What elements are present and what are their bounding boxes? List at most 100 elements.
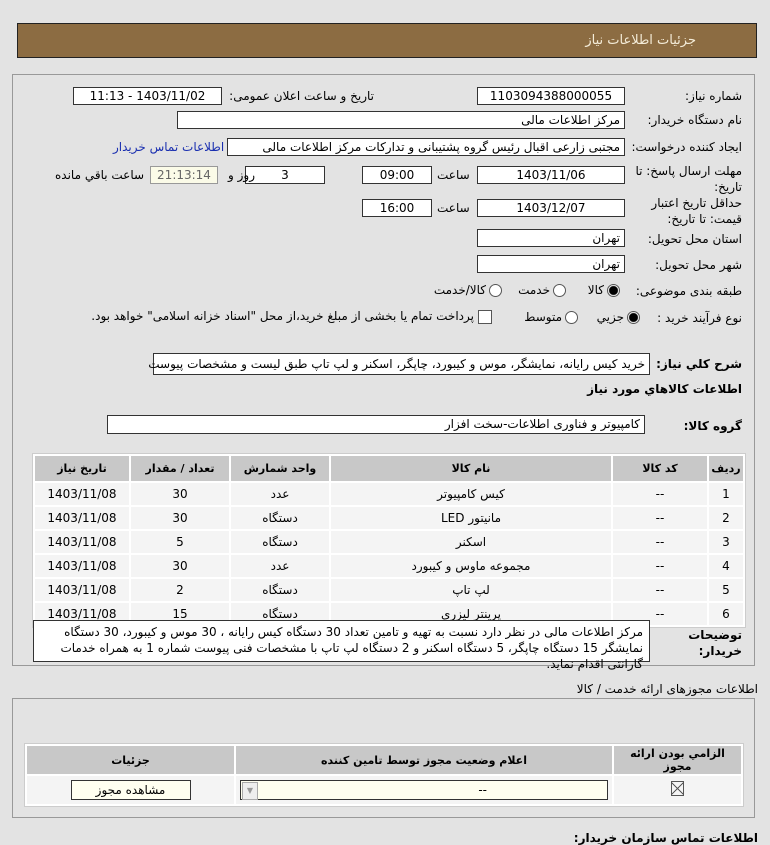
quantity: 5 (131, 531, 229, 553)
deadline-time-field: 09:00 (362, 166, 432, 184)
need-number-label: شماره نیاز: (685, 89, 742, 103)
group-label: گروه کالا: (683, 419, 742, 433)
process-option-small[interactable]: جزیي (597, 310, 640, 324)
goods-table: ردیف کد کالا نام کالا واحد شمارش تعداد /… (32, 453, 746, 628)
need-date: 1403/11/08 (35, 579, 129, 601)
row-number: 3 (709, 531, 743, 553)
table-row: 1 -- کیس کامپیوتر عدد 30 1403/11/08 (35, 483, 743, 505)
item-code: -- (613, 531, 707, 553)
days-field: 3 (245, 166, 325, 184)
notes-label: توضیحات خریدار: (688, 628, 742, 658)
notes-field: مرکز اطلاعات مالی در نظر دارد نسبت به ته… (33, 620, 650, 671)
radio-icon[interactable] (489, 284, 502, 297)
buyer-label: نام دستگاه خريدار: (647, 113, 743, 127)
quantity: 15 (131, 603, 229, 625)
summary-field: خرید کیس رایانه، نمایشگر، موس و کیبورد، … (148, 353, 650, 375)
remaining-label: ساعت باقي مانده (55, 168, 145, 182)
creator-label: ایجاد کننده درخواست: (631, 140, 742, 154)
city-label: شهر محل تحویل: (655, 258, 742, 272)
category-option-service[interactable]: خدمت (518, 283, 566, 297)
payment-option[interactable]: پرداخت تمام یا بخشی از مبلغ خرید،از محل … (91, 309, 492, 324)
row-number: 1 (709, 483, 743, 505)
buyer-field: مرکز اطلاعات مالی (177, 111, 625, 129)
col-name: نام کالا (331, 456, 611, 481)
col-code: کد کالا (613, 456, 707, 481)
item-name: مانیتور LED (331, 507, 611, 529)
buyer-contact-link[interactable]: اطلاعات تماس خریدار (113, 140, 225, 154)
item-code: -- (613, 603, 707, 625)
row-number: 2 (709, 507, 743, 529)
goods-heading: اطلاعات کالاهاي مورد نياز (587, 382, 742, 396)
quantity: 30 (131, 507, 229, 529)
unit: دستگاه (231, 531, 329, 553)
permit-details-header: جزئیات (27, 746, 234, 774)
province-label: استان محل تحویل: (647, 232, 742, 246)
table-row: 6 -- پرینتر لیزری دستگاه 15 1403/11/08 (35, 603, 743, 625)
permits-title: اطلاعات مجوزهای ارائه خدمت / کالا (576, 682, 758, 696)
need-date: 1403/11/08 (35, 555, 129, 577)
table-row: 2 -- مانیتور LED دستگاه 30 1403/11/08 (35, 507, 743, 529)
category-option-both[interactable]: کالا/خدمت (434, 283, 502, 297)
permits-panel (12, 698, 755, 818)
announce-field: 1403/11/02 - 11:13 (73, 87, 222, 105)
radio-icon[interactable] (565, 311, 578, 324)
quantity: 30 (131, 483, 229, 505)
view-permit-button[interactable]: مشاهده مجوز (70, 780, 191, 800)
deadline-date-field: 1403/11/06 (477, 166, 625, 184)
permit-status-value: -- (478, 783, 487, 797)
validity-label: حداقل تاریخ اعتبار قیمت: تا تاریخ: (651, 196, 742, 226)
radio-icon[interactable] (553, 284, 566, 297)
row-number: 4 (709, 555, 743, 577)
item-name: کیس کامپیوتر (331, 483, 611, 505)
deadline-time-label: ساعت (437, 168, 470, 182)
item-name: لپ تاپ (331, 579, 611, 601)
radio-selected-icon[interactable] (627, 311, 640, 324)
unit: دستگاه (231, 507, 329, 529)
table-row: 4 -- مجموعه ماوس و کیبورد عدد 30 1403/11/08 (35, 555, 743, 577)
required-checkbox-icon (671, 781, 684, 796)
buyer-contact-heading: اطلاعات تماس سازمان خریدار: (573, 831, 758, 845)
permit-required-header: الزامي بودن ارائه مجوز (614, 746, 741, 774)
unit: عدد (231, 555, 329, 577)
permit-status-header: اعلام وضعیت مجوز توسط تامین کننده (236, 746, 612, 774)
quantity: 30 (131, 555, 229, 577)
item-code: -- (613, 555, 707, 577)
process-option-medium[interactable]: متوسط (524, 310, 578, 324)
permits-table: الزامي بودن ارائه مجوز اعلام وضعیت مجوز … (24, 743, 744, 807)
page-header: جزئیات اطلاعات نیاز (17, 23, 757, 58)
validity-date-field: 1403/12/07 (477, 199, 625, 217)
process-label: نوع فرآیند خرید : (657, 311, 742, 325)
checkbox-icon[interactable] (478, 309, 492, 324)
validity-time-label: ساعت (437, 201, 470, 215)
unit: دستگاه (231, 579, 329, 601)
details-panel (12, 74, 755, 666)
unit: عدد (231, 483, 329, 505)
item-name: مجموعه ماوس و کیبورد (331, 555, 611, 577)
col-qty: تعداد / مقدار (131, 456, 229, 481)
dropdown-arrow-icon[interactable]: ▼ (242, 782, 258, 800)
table-row: 3 -- اسکنر دستگاه 5 1403/11/08 (35, 531, 743, 553)
item-code: -- (613, 507, 707, 529)
quantity: 2 (131, 579, 229, 601)
permit-status-select[interactable]: -- ▼ (240, 780, 608, 800)
need-date: 1403/11/08 (35, 603, 129, 625)
unit: دستگاه (231, 603, 329, 625)
row-number: 6 (709, 603, 743, 625)
summary-label: شرح کلي نياز: (656, 357, 742, 371)
item-name: اسکنر (331, 531, 611, 553)
city-field: تهران (477, 255, 625, 273)
need-date: 1403/11/08 (35, 531, 129, 553)
need-date: 1403/11/08 (35, 483, 129, 505)
need-date: 1403/11/08 (35, 507, 129, 529)
item-code: -- (613, 483, 707, 505)
radio-selected-icon[interactable] (607, 284, 620, 297)
item-name: پرینتر لیزری (331, 603, 611, 625)
table-header-row: ردیف کد کالا نام کالا واحد شمارش تعداد /… (35, 456, 743, 481)
days-label: روز و (228, 168, 255, 182)
validity-time-field: 16:00 (362, 199, 432, 217)
need-number-field: 1103094388000055 (477, 87, 625, 105)
group-field: کامپیوتر و فناوری اطلاعات-سخت افزار (107, 415, 645, 434)
col-unit: واحد شمارش (231, 456, 329, 481)
category-option-goods[interactable]: کالا (588, 283, 620, 297)
province-field: تهران (477, 229, 625, 247)
